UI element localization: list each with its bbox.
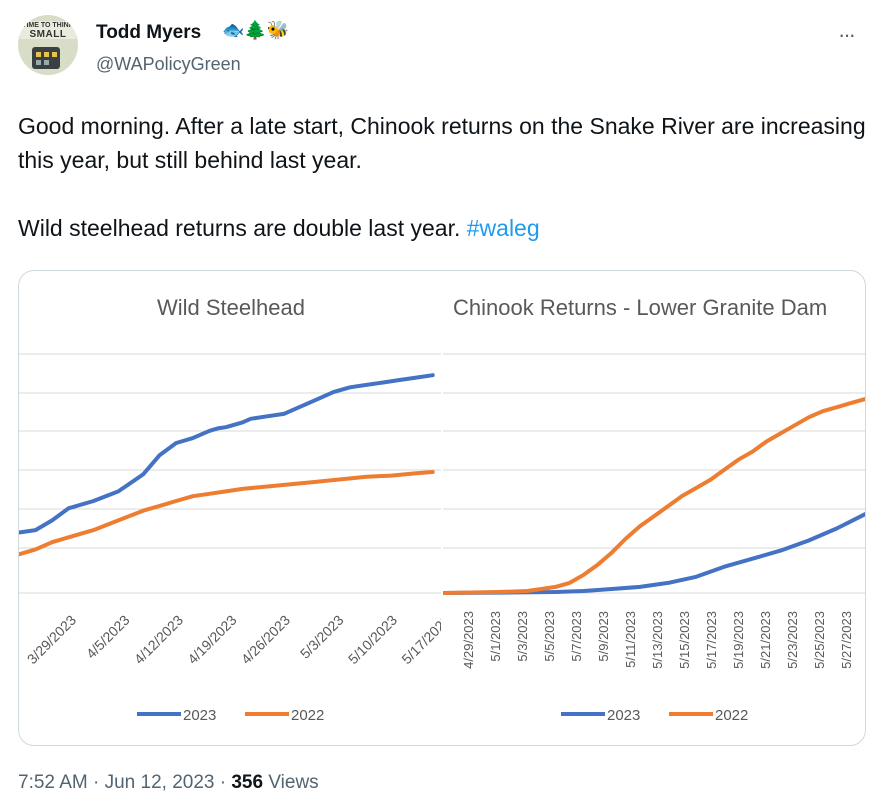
author-handle[interactable]: @WAPolicyGreen — [96, 54, 241, 74]
avatar-building-image — [32, 47, 60, 69]
media-card[interactable]: Wild Steelhead 3/29/2023 4/5/2023 4/12/2023… — [18, 270, 866, 746]
series-line-2022 — [19, 470, 435, 557]
avatar-logo: TIME TO THINK SMALL — [20, 21, 76, 40]
x-tick-label: 5/13/2023 — [650, 611, 665, 669]
x-tick-label: 5/3/2023 — [515, 611, 530, 662]
hashtag-link[interactable]: #waleg — [466, 215, 540, 241]
x-tick-label: 5/9/2023 — [596, 611, 611, 662]
legend-label-2022: 2022 — [715, 707, 748, 724]
wild-steelhead-chart[interactable]: Wild Steelhead 3/29/2023 4/5/20234/12/2023… — [19, 271, 441, 745]
more-options-icon[interactable]: ··· — [838, 22, 856, 47]
x-tick-label: 5/17/2023 — [398, 612, 441, 668]
views-label: Views — [263, 772, 319, 793]
avatar[interactable]: TIME TO THINK SMALL — [18, 15, 78, 75]
chinook-returns-chart[interactable]: Chinook Returns - Lower Granite Dam 4/29/… — [443, 271, 865, 745]
x-tick-label: 5/7/2023 — [569, 611, 584, 662]
x-tick-label: 5/10/2023 — [345, 612, 401, 668]
series-line-2022 — [443, 397, 865, 595]
x-tick-label: 5/11/2023 — [623, 611, 638, 668]
author-emojis: 🐟🌲🐝 — [222, 20, 290, 40]
x-tick-label: 5/21/2023 — [758, 611, 773, 669]
tweet-line-2: Wild steelhead returns are double last y… — [18, 211, 868, 245]
tweet-line-2-text: Wild steelhead returns are double last y… — [18, 215, 467, 241]
x-tick-label: 5/23/2023 — [785, 611, 800, 669]
chart-title: Chinook Returns - Lower Granite Dam — [453, 295, 827, 320]
legend-label-2022: 2022 — [291, 707, 324, 724]
legend-label-2023: 2023 — [183, 707, 216, 724]
x-tick-label: 5/17/2023 — [704, 611, 719, 669]
tweet-text: Good morning. After a late start, Chinoo… — [18, 109, 868, 245]
x-tick-label: 4/29/2023 — [461, 611, 476, 669]
x-tick-label: 5/3/2023 — [297, 612, 347, 662]
x-tick-label: 5/1/2023 — [488, 611, 503, 662]
author-name[interactable]: Todd Myers — [96, 22, 202, 43]
tweet-footer: 7:52 AM · Jun 12, 2023 · 356 Views — [18, 772, 319, 794]
x-tick-label: 3/29/2023 — [24, 612, 80, 668]
x-tick-label: 5/15/2023 — [677, 611, 692, 669]
tweet-line-1: Good morning. After a late start, Chinoo… — [18, 113, 866, 173]
chart-title: Wild Steelhead — [157, 295, 305, 320]
image-divider — [441, 271, 443, 745]
x-tick-label: 4/12/2023 — [131, 612, 187, 668]
series-line-2023 — [19, 373, 435, 535]
x-tick-label: 5/19/2023 — [731, 611, 746, 669]
timestamp[interactable]: 7:52 AM · Jun 12, 2023 · — [18, 772, 232, 793]
views-count: 356 — [231, 772, 264, 793]
legend-label-2023: 2023 — [607, 707, 640, 724]
x-tick-label: 5/5/2023 — [542, 611, 557, 662]
x-tick-label: 4/26/2023 — [238, 612, 294, 668]
x-tick-label: 4/19/2023 — [184, 612, 240, 668]
x-tick-label: 4/5/2023 — [83, 612, 133, 662]
x-tick-label: 5/27/2023 — [839, 611, 854, 669]
x-tick-label: 5/25/2023 — [812, 611, 827, 669]
series-line-2023 — [443, 512, 865, 595]
